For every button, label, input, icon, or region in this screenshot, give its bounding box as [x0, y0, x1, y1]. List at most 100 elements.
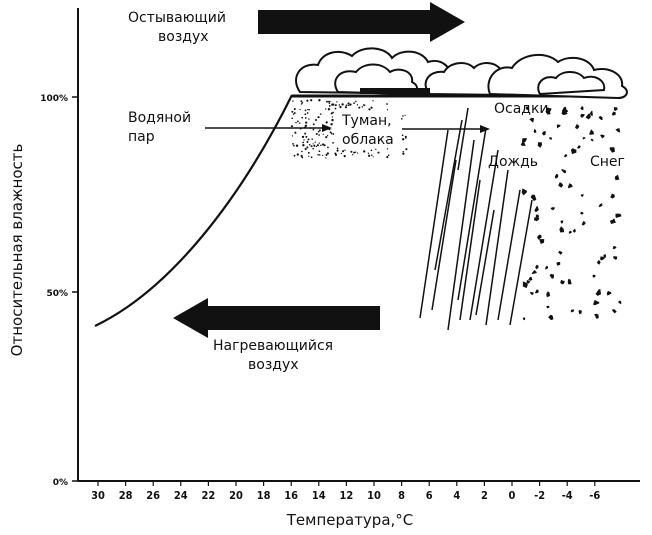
rain-streak — [475, 209, 495, 316]
fog-dot — [328, 102, 331, 105]
warming-arrow-icon — [173, 298, 380, 338]
fog-dot — [370, 106, 373, 109]
vapor-arrow-head — [322, 124, 332, 132]
fog-dot — [350, 150, 353, 153]
fog-dot — [331, 116, 334, 118]
fog-dot — [307, 138, 310, 141]
snow-flake — [559, 226, 565, 233]
fog-dot — [343, 154, 346, 158]
fog-dot — [377, 151, 380, 154]
fog-dot — [402, 115, 404, 117]
snow-flake — [596, 260, 601, 265]
snow-flake — [537, 234, 542, 240]
fog-dot — [405, 137, 407, 139]
fog-dot — [302, 141, 305, 144]
fog-clouds-line1: Туман, — [341, 113, 392, 129]
snow-flake — [576, 145, 581, 149]
fog-dot — [315, 133, 318, 135]
fog-dot — [314, 118, 318, 122]
snow-flake — [521, 188, 527, 196]
fog-dot — [330, 132, 333, 135]
x-tick-label: 6 — [426, 489, 433, 502]
rain-streak — [509, 199, 533, 326]
fog-dot — [300, 154, 303, 158]
fog-dot — [315, 145, 318, 148]
precipitation-label: Осадки — [494, 101, 549, 117]
snow-flake — [615, 128, 621, 133]
fog-dot — [327, 100, 330, 103]
fog-dot — [334, 104, 337, 107]
fog-dot — [308, 108, 310, 111]
fog-dot — [306, 141, 309, 143]
snow-flake — [556, 124, 561, 129]
snow-flake — [563, 154, 568, 158]
fog-dot — [299, 108, 301, 111]
fog-dot — [347, 104, 350, 106]
snow-flake — [611, 111, 616, 116]
y-tick-label-100: 100% — [40, 94, 68, 104]
fog-dot — [293, 144, 295, 147]
fog-dot — [345, 104, 348, 107]
fog-dot — [294, 131, 297, 134]
fog-dot — [342, 150, 345, 153]
water-vapor-line2: пар — [128, 129, 155, 145]
snow-flake — [560, 220, 564, 224]
cooling-arrow-icon — [258, 2, 465, 42]
fog-dot — [307, 108, 309, 111]
fog-dot — [301, 101, 304, 104]
snow-flake — [531, 270, 537, 274]
snow-flake — [546, 291, 551, 298]
snow-flake — [609, 147, 615, 153]
x-tick-label: 12 — [340, 489, 354, 502]
fog-dot — [404, 114, 406, 117]
snow-flake — [613, 107, 618, 112]
snow-label: Снег — [590, 154, 625, 170]
snow-flake — [535, 264, 539, 270]
water-vapor-line1: Водяной — [128, 110, 191, 126]
fog-dot — [310, 156, 313, 159]
snow-flake — [550, 207, 555, 211]
snow-flake — [598, 203, 603, 208]
fog-dot — [326, 100, 328, 103]
snow-flake — [614, 174, 620, 181]
snow-flake — [522, 317, 526, 321]
fog-dot — [341, 103, 344, 106]
warming-air-line1: Нагревающийся — [213, 338, 333, 354]
fog-dot — [386, 156, 389, 159]
rain-label: Дождь — [488, 154, 538, 170]
warming-air-line2: воздух — [248, 357, 299, 373]
fog-dot — [314, 141, 316, 143]
fog-dot — [370, 154, 373, 156]
fog-dot — [331, 118, 334, 122]
fog-dot — [296, 153, 299, 156]
x-tick-label: 10 — [367, 489, 381, 502]
fog-dot — [387, 154, 390, 157]
fog-dot — [301, 116, 304, 119]
fog-dot — [325, 157, 327, 159]
snow-flake — [575, 123, 580, 130]
fog-dot — [401, 134, 404, 137]
fog-dot — [291, 117, 293, 120]
snow-flake — [533, 128, 537, 133]
fog-dot — [332, 142, 334, 144]
snow-flake — [534, 206, 539, 213]
cloud-base-band — [360, 88, 430, 94]
snow-flake — [610, 193, 615, 199]
fog-dot — [344, 149, 346, 151]
fog-dot — [369, 109, 371, 111]
fog-dot — [292, 143, 294, 145]
x-tick-label: 30 — [91, 489, 105, 502]
fog-dot — [304, 113, 307, 116]
fog-dot — [344, 106, 347, 109]
snow-flake — [606, 290, 612, 296]
snow-flake — [592, 274, 596, 278]
snow-flake — [572, 228, 576, 233]
snow-flake — [534, 289, 539, 294]
snow-flake — [589, 129, 595, 135]
fog-dot — [304, 117, 307, 119]
snow-flake — [530, 194, 537, 202]
fog-dot — [372, 156, 374, 158]
fog-dot — [317, 130, 320, 133]
fog-dot — [317, 153, 319, 156]
fog-dot — [293, 112, 296, 115]
